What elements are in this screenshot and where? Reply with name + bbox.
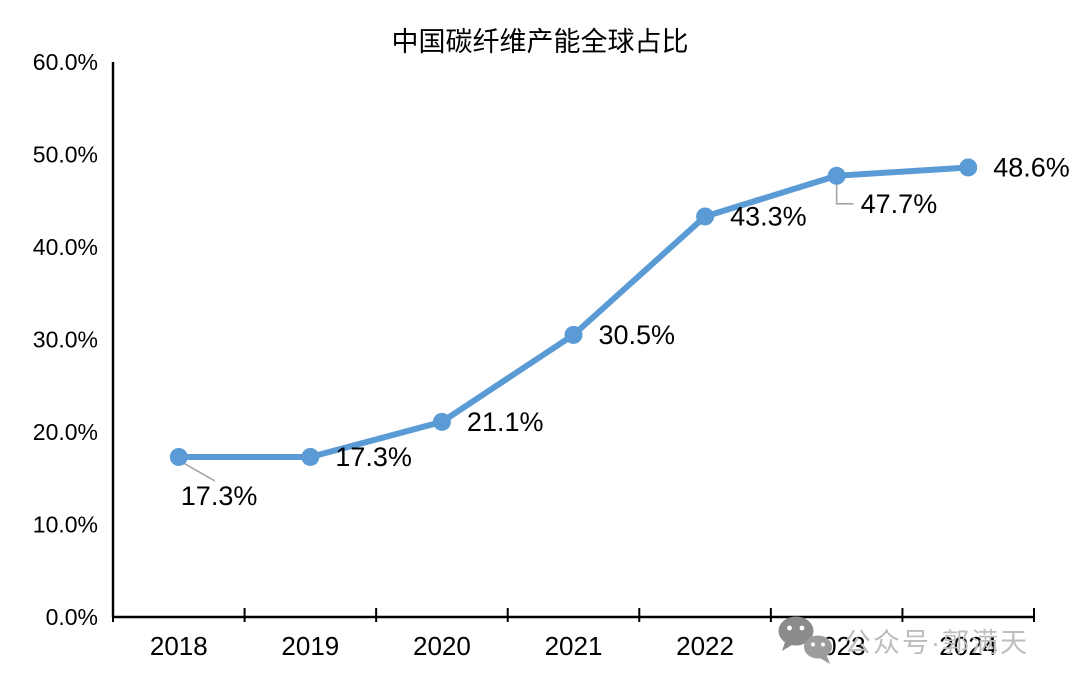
data-point-marker: [696, 207, 715, 226]
x-tick-label: 2019: [281, 631, 339, 661]
x-tick-label: 2020: [413, 631, 471, 661]
x-tick-label: 2022: [676, 631, 734, 661]
data-point-label: 43.3%: [730, 201, 807, 231]
data-point-label: 48.6%: [993, 152, 1070, 182]
data-point-marker: [169, 447, 188, 466]
data-point-label: 17.3%: [335, 442, 412, 472]
y-tick-label: 0.0%: [46, 604, 98, 630]
data-point-marker: [564, 325, 583, 344]
data-point-marker: [827, 166, 846, 185]
y-tick-label: 30.0%: [33, 327, 98, 353]
y-tick-label: 40.0%: [33, 234, 98, 260]
data-point-label: 21.1%: [467, 407, 544, 437]
data-point-label: 30.5%: [599, 320, 676, 350]
watermark-text: 公众号·郭满天: [844, 627, 1029, 658]
data-point-label: 47.7%: [861, 189, 938, 219]
y-tick-label: 60.0%: [33, 49, 98, 75]
data-point-marker: [432, 412, 451, 431]
series-line: [175, 164, 972, 460]
y-tick-label: 50.0%: [33, 142, 98, 168]
x-tick-label: 2024: [939, 631, 997, 661]
data-point-marker: [301, 447, 320, 466]
x-tick-label: 2018: [150, 631, 208, 661]
wechat-chat-bubbles-icon: [775, 614, 837, 666]
watermark: 公众号·郭满天: [775, 614, 1029, 666]
data-point-label: 17.3%: [181, 481, 258, 511]
y-tick-label: 20.0%: [33, 419, 98, 445]
x-tick-label: 2021: [545, 631, 603, 661]
y-tick-label: 10.0%: [33, 512, 98, 538]
data-point-marker: [959, 158, 978, 177]
label-leader-line: [179, 460, 216, 482]
chart-title: 中国碳纤维产能全球占比: [391, 27, 689, 58]
label-leader-line: [835, 181, 854, 205]
